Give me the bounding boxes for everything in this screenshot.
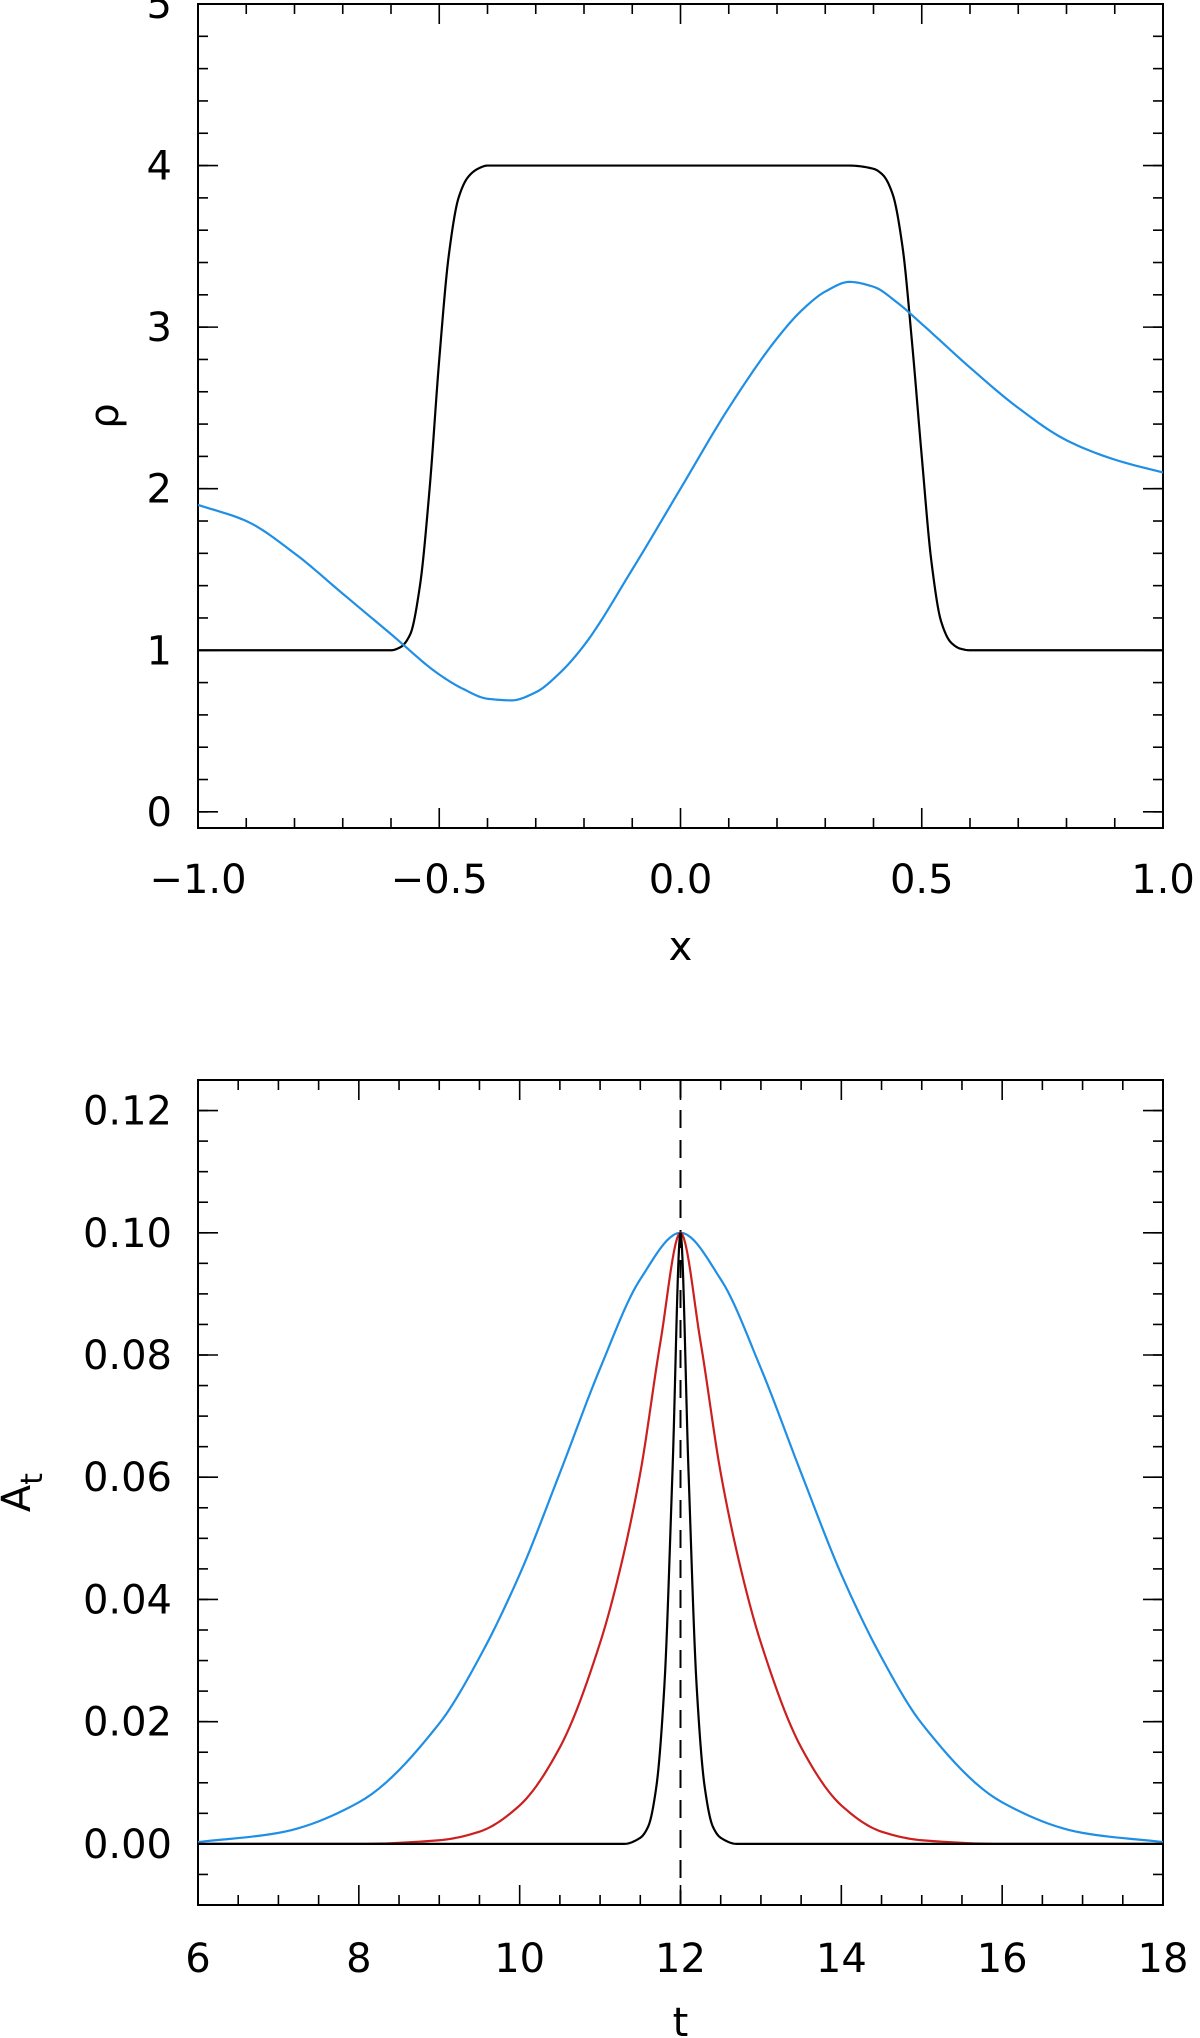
x-tick-label: −0.5 bbox=[391, 857, 488, 903]
y-tick-label: 0 bbox=[147, 790, 172, 836]
x-tick-label: 16 bbox=[977, 1936, 1028, 1982]
x-tick-label: 14 bbox=[816, 1936, 867, 1982]
x-tick-label: −1.0 bbox=[149, 857, 246, 903]
x-tick-label: 12 bbox=[655, 1936, 706, 1982]
tick-marks bbox=[197, 1079, 1164, 1906]
x-axis-label: x bbox=[669, 924, 693, 970]
y-axis-label-subscript: t bbox=[15, 1473, 50, 1485]
series-line-0 bbox=[198, 164, 1163, 652]
x-tick-label: 18 bbox=[1138, 1936, 1189, 1982]
plot-frame bbox=[197, 3, 1164, 829]
amplitude-panel: 6 8 10 12 14 16 18 0.00 0.02 0.04 0.06 0.08 0.10 0.12… bbox=[0, 1079, 1189, 2038]
series-line-2 bbox=[198, 1232, 1163, 1845]
x-tick-label: 0.0 bbox=[649, 857, 713, 903]
y-tick-label: 5 bbox=[147, 0, 172, 28]
y-axis-label: At bbox=[0, 1473, 50, 1512]
x-tick-label: 8 bbox=[346, 1936, 371, 1982]
x-axis-label: t bbox=[673, 2000, 689, 2038]
y-tick-label: 0.10 bbox=[83, 1211, 172, 1257]
y-tick-label: 0.08 bbox=[83, 1333, 172, 1379]
series-line-1 bbox=[198, 280, 1163, 702]
y-tick-label: 3 bbox=[147, 305, 172, 351]
y-tick-label: 0.02 bbox=[83, 1700, 172, 1746]
x-tick-label: 6 bbox=[185, 1936, 210, 1982]
y-tick-label: 0.04 bbox=[83, 1577, 172, 1623]
x-tick-label: 10 bbox=[494, 1936, 545, 1982]
y-tick-label: 0.06 bbox=[83, 1455, 172, 1501]
y-axis-label: ρ bbox=[82, 403, 128, 428]
y-tick-label: 0.12 bbox=[83, 1089, 172, 1135]
y-tick-label: 2 bbox=[147, 467, 172, 513]
y-tick-label: 0.00 bbox=[83, 1822, 172, 1868]
density-panel: −1.0 −0.5 0.0 0.5 1.0 0 1 2 3 4 5 x ρ bbox=[82, 0, 1195, 970]
tick-marks bbox=[197, 3, 1164, 828]
y-tick-label: 4 bbox=[147, 144, 172, 190]
x-tick-label: 0.5 bbox=[890, 857, 954, 903]
x-tick-label: 1.0 bbox=[1131, 857, 1195, 903]
y-tick-label: 1 bbox=[147, 628, 172, 674]
